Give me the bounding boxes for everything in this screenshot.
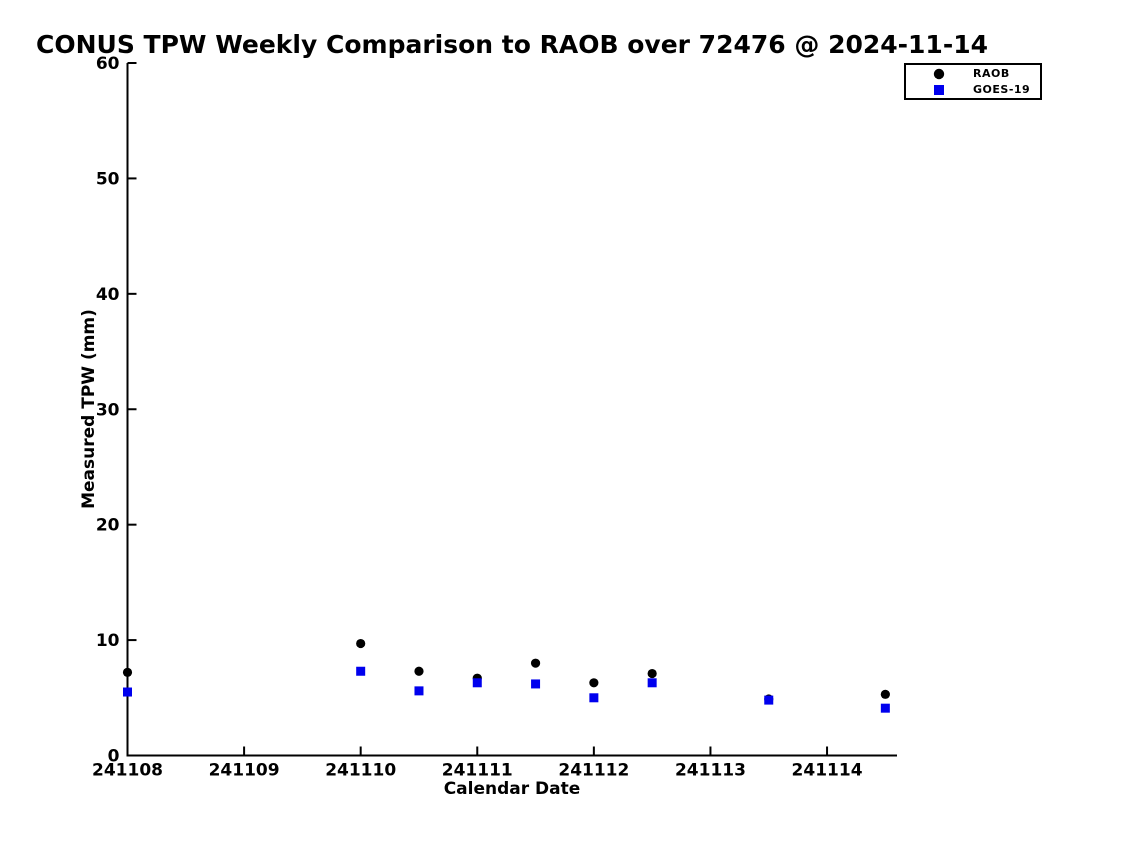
x-tick-label: 241110 <box>325 761 396 781</box>
raob-point <box>589 678 599 688</box>
goes-19-point <box>880 703 890 713</box>
x-tick-label: 241109 <box>209 761 280 781</box>
raob-point <box>880 689 890 699</box>
goes-19-point <box>764 695 774 705</box>
goes-19-point <box>531 679 541 689</box>
x-tick-label: 241108 <box>92 761 163 781</box>
y-tick-label: 0 <box>108 747 120 767</box>
legend: RAOB GOES-19 <box>904 63 1042 100</box>
raob-point <box>122 667 133 678</box>
x-axis-title: Calendar Date <box>443 779 581 799</box>
y-tick-label: 20 <box>96 516 120 536</box>
raob-point <box>530 658 541 668</box>
y-tick-label: 10 <box>96 631 120 651</box>
raob-point <box>414 666 424 676</box>
legend-item-goes19: GOES-19 <box>906 82 1040 97</box>
x-tick-label: 241114 <box>792 761 863 781</box>
chart-title: CONUS TPW Weekly Comparison to RAOB over… <box>36 30 988 59</box>
goes19-square-icon <box>933 84 945 96</box>
y-tick-label: 30 <box>96 400 120 420</box>
y-tick-label: 40 <box>96 285 120 305</box>
goes-19-point <box>472 678 482 688</box>
goes19-square-icon-shape <box>934 84 944 95</box>
raob-circle-icon <box>933 68 945 80</box>
legend-label-goes19: GOES-19 <box>973 83 1031 96</box>
goes-19-point <box>356 666 366 676</box>
y-tick-label: 60 <box>96 54 120 74</box>
x-tick-label: 241113 <box>675 761 746 781</box>
legend-item-raob: RAOB <box>906 66 1040 81</box>
y-tick-label: 50 <box>96 169 120 189</box>
goes-19-point <box>414 686 424 696</box>
raob-point <box>647 668 657 679</box>
goes-19-point <box>123 687 132 697</box>
raob-point <box>356 638 366 649</box>
goes-19-point <box>589 693 599 703</box>
x-tick-label: 241112 <box>558 761 629 781</box>
raob-circle-icon-shape <box>933 68 945 79</box>
legend-label-raob: RAOB <box>973 67 1010 80</box>
goes-19-point <box>647 678 657 688</box>
x-tick-label: 241111 <box>442 761 513 781</box>
